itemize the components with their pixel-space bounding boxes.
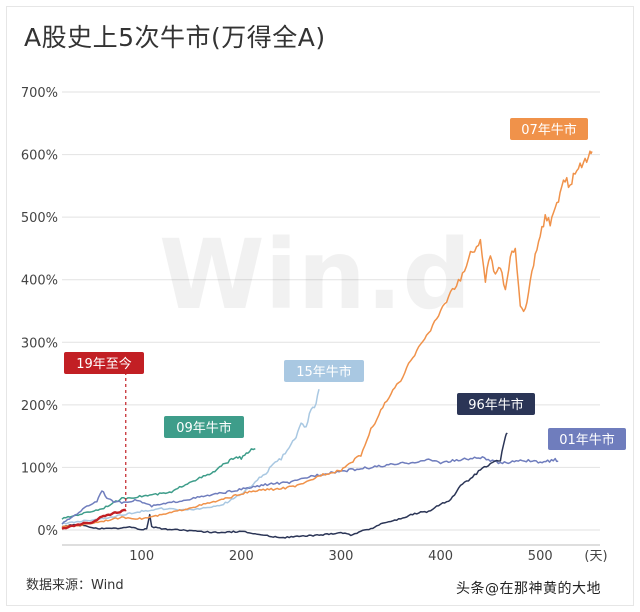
y-tick-label: 600% bbox=[21, 149, 58, 164]
series-line-15年牛市 bbox=[61, 389, 320, 525]
label-box bbox=[284, 360, 364, 382]
label-19年至今: 19年至今 bbox=[64, 352, 144, 374]
label-07年牛市: 07年牛市 bbox=[510, 118, 588, 140]
y-tick-label: 400% bbox=[21, 274, 58, 289]
label-15年牛市: 15年牛市 bbox=[284, 360, 364, 382]
watermark: Win.d bbox=[159, 219, 471, 331]
y-axis-ticks: 0% 100% 200% 300% 400% 500% 600% 700% bbox=[21, 86, 58, 539]
label-text: 07年牛市 bbox=[521, 122, 577, 138]
series-lines bbox=[61, 150, 593, 539]
chart-title: A股史上5次牛市(万得全A) bbox=[24, 23, 326, 52]
x-tick-label: 300 bbox=[329, 549, 354, 564]
x-tick-label: 100 bbox=[129, 549, 154, 564]
label-09年牛市: 09年牛市 bbox=[164, 416, 244, 438]
series-line-09年牛市 bbox=[61, 448, 256, 520]
label-text: 96年牛市 bbox=[468, 397, 524, 413]
y-tick-label: 500% bbox=[21, 211, 58, 226]
label-text: 19年至今 bbox=[76, 356, 132, 372]
x-tick-label: 200 bbox=[229, 549, 254, 564]
series-line-01年牛市 bbox=[61, 456, 559, 525]
label-text: 01年牛市 bbox=[559, 432, 615, 448]
y-tick-label: 100% bbox=[21, 461, 58, 476]
label-box bbox=[548, 428, 626, 450]
x-axis-ticks: 100 200 300 400 500 (天) bbox=[129, 549, 607, 564]
label-box bbox=[64, 352, 144, 374]
series-line-96年牛市 bbox=[61, 432, 508, 539]
chart-frame bbox=[6, 6, 634, 606]
label-box bbox=[164, 416, 244, 438]
y-tick-label: 200% bbox=[21, 399, 58, 414]
y-tick-label: 300% bbox=[21, 336, 58, 351]
series-labels: 07年牛市 96年牛市 15年牛市 09年牛市 01年牛市 19年至今 bbox=[64, 118, 626, 450]
data-source: 数据来源：Wind bbox=[26, 578, 124, 593]
label-96年牛市: 96年牛市 bbox=[457, 393, 535, 415]
x-axis-label: (天) bbox=[584, 549, 607, 564]
x-tick-label: 400 bbox=[428, 549, 453, 564]
y-tick-label: 0% bbox=[37, 524, 58, 539]
series-line-07年牛市 bbox=[61, 150, 593, 528]
label-text: 09年牛市 bbox=[176, 420, 232, 436]
label-01年牛市: 01年牛市 bbox=[548, 428, 626, 450]
x-tick-label: 500 bbox=[528, 549, 553, 564]
footer-mark: 头条@在那神黄的大地 bbox=[456, 581, 601, 597]
y-tick-label: 700% bbox=[21, 86, 58, 101]
label-text: 15年牛市 bbox=[296, 364, 352, 380]
label-box bbox=[457, 393, 535, 415]
series-line-19年至今 bbox=[61, 508, 126, 530]
label-box bbox=[510, 118, 588, 140]
